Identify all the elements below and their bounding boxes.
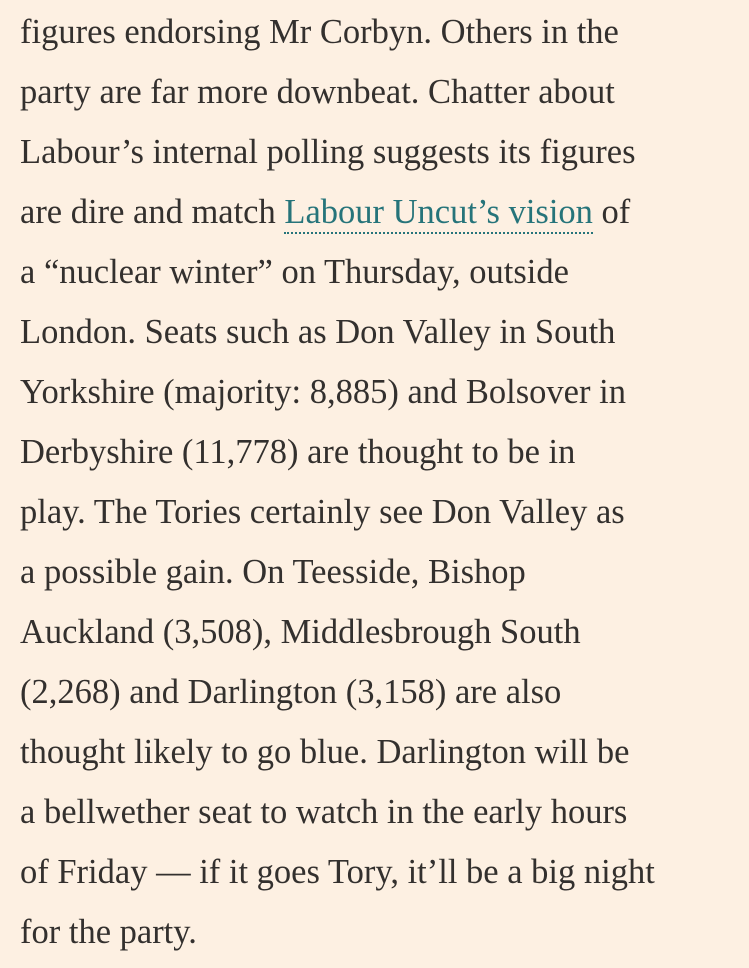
article-line-5: a “nuclear winter” on Thursday, outside [20, 253, 569, 291]
article-line-15: of Friday — if it goes Tory, it’ll be a … [20, 853, 655, 891]
article-line-7: Yorkshire (majority: 8,885) and Bolsover… [20, 373, 626, 411]
article-line-2: party are far more downbeat. Chatter abo… [20, 73, 615, 111]
article-line-1: figures endorsing Mr Corbyn. Others in t… [20, 13, 619, 51]
article-line-3: Labour’s internal polling suggests its f… [20, 133, 636, 171]
article-line-8: Derbyshire (11,778) are thought to be in [20, 433, 576, 471]
article-line-4-start: are dire and match [20, 193, 285, 231]
article-line-14: a bellwether seat to watch in the early … [20, 793, 628, 831]
article-line-9: play. The Tories certainly see Don Valle… [20, 493, 625, 531]
article-line-6: London. Seats such as Don Valley in Sout… [20, 313, 616, 351]
article-line-4: are dire and match Labour Uncut’s vision… [20, 192, 631, 234]
article-line-10: a possible gain. On Teesside, Bishop [20, 553, 526, 591]
article-line-11: Auckland (3,508), Middlesbrough South [20, 613, 581, 651]
article-line-12: (2,268) and Darlington (3,158) are also [20, 673, 562, 711]
article-line-4-end: of [592, 193, 631, 231]
labour-uncut-link[interactable]: Labour Uncut’s vision [284, 193, 593, 234]
article-line-16: for the party. [20, 913, 197, 951]
article-line-13: thought likely to go blue. Darlington wi… [20, 733, 630, 771]
